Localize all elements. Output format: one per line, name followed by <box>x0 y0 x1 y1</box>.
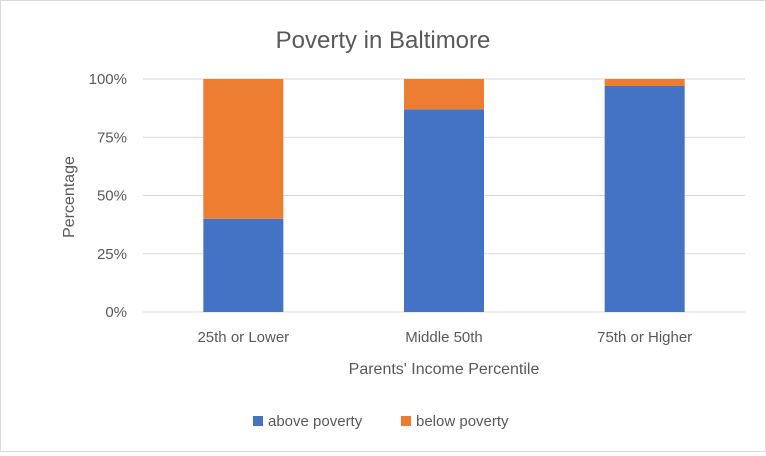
legend: above poverty below poverty <box>253 413 509 430</box>
y-tick-label: 0% <box>105 304 127 321</box>
y-axis-label: Percentage <box>61 156 78 238</box>
x-tick-labels: 25th or Lower Middle 50th 75th or Higher <box>197 329 692 346</box>
x-axis-label: Parents' Income Percentile <box>349 361 540 378</box>
y-tick-label: 75% <box>97 129 127 146</box>
chart-title: Poverty in Baltimore <box>276 27 491 54</box>
y-tick-label: 100% <box>89 71 127 88</box>
x-tick-label: 75th or Higher <box>597 329 692 346</box>
bar-below-poverty-0 <box>203 79 284 219</box>
legend-label-below-poverty: below poverty <box>416 413 509 430</box>
bar-above-poverty-2 <box>604 85 685 313</box>
bar-above-poverty-1 <box>404 109 484 312</box>
x-tick-label: 25th or Lower <box>197 329 289 346</box>
bars <box>203 79 685 313</box>
legend-swatch-above-poverty <box>253 416 263 426</box>
y-tick-labels: 0% 25% 50% 75% 100% <box>89 71 127 321</box>
bar-above-poverty-0 <box>203 218 284 312</box>
bar-below-poverty-1 <box>404 79 484 110</box>
legend-swatch-below-poverty <box>401 416 411 426</box>
y-tick-label: 25% <box>97 246 127 263</box>
legend-label-above-poverty: above poverty <box>268 413 363 430</box>
x-tick-label: Middle 50th <box>405 329 483 346</box>
bar-below-poverty-2 <box>604 79 685 86</box>
y-tick-label: 50% <box>97 188 127 205</box>
